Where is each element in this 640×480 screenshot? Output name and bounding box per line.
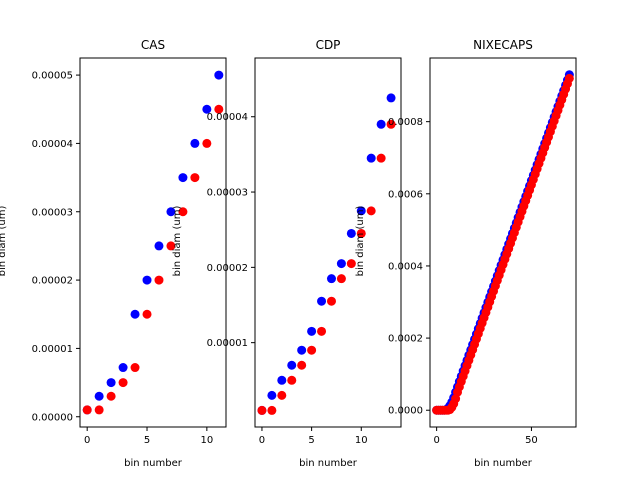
y-tick-label: 0.0008 xyxy=(388,117,423,128)
y-tick-label: 0.00003 xyxy=(32,207,73,218)
data-point-cdp-blue xyxy=(317,296,327,306)
ylabel-cdp: bin diam (um) xyxy=(172,206,183,277)
data-point-cas-red xyxy=(202,138,212,148)
data-point-cdp-blue xyxy=(307,326,317,336)
data-point-cas-blue xyxy=(166,207,176,217)
axes-frame-cas xyxy=(79,57,227,428)
x-tick-label: 50 xyxy=(525,435,538,446)
y-tick-label: 0.00004 xyxy=(207,112,248,123)
y-tick-label: 0.00002 xyxy=(207,263,248,274)
chart-title-cdp: CDP xyxy=(316,38,341,52)
data-point-cas-red xyxy=(214,104,224,114)
chart-title-cas: CAS xyxy=(141,38,165,52)
data-point-cdp-blue xyxy=(267,390,277,400)
data-point-cdp-red xyxy=(297,360,307,370)
data-point-cas-blue xyxy=(130,309,140,319)
data-point-cas-blue xyxy=(202,104,212,114)
data-point-cas-blue xyxy=(190,138,200,148)
data-point-cas-blue xyxy=(178,173,188,183)
data-point-cas-blue xyxy=(118,363,128,373)
y-tick-label: 0.0002 xyxy=(388,334,423,345)
data-point-cas-blue xyxy=(142,275,152,285)
data-point-cdp-blue xyxy=(366,153,376,163)
data-point-cdp-red xyxy=(277,390,287,400)
data-point-cdp-red xyxy=(326,296,336,306)
y-tick-label: 0.00003 xyxy=(207,188,248,199)
data-point-cdp-blue xyxy=(386,93,396,103)
data-point-cdp-blue xyxy=(346,228,356,238)
ylabel-cas: bin diam (um) xyxy=(0,206,8,277)
data-point-cas-red xyxy=(106,391,116,401)
data-point-cas-red xyxy=(118,378,128,388)
y-tick-label: 0.0006 xyxy=(388,189,423,200)
axes-frame-nixecaps xyxy=(429,57,577,428)
data-point-cdp-red xyxy=(287,375,297,385)
xlabel-nixecaps: bin number xyxy=(474,458,533,469)
data-point-cdp-red xyxy=(346,259,356,269)
data-point-cdp-red xyxy=(257,405,267,415)
data-point-cdp-red xyxy=(317,326,327,336)
x-tick-label: 5 xyxy=(308,435,314,446)
data-point-cas-blue xyxy=(214,70,224,80)
data-point-cdp-red xyxy=(376,153,386,163)
panel-cdp: CDP bin number bin diam (um) 0 5 10 0.00001… xyxy=(172,38,402,469)
data-point-cas-red xyxy=(190,173,200,183)
data-point-cdp-red xyxy=(267,405,277,415)
data-point-cas-blue xyxy=(154,241,164,251)
x-tick-label: 0 xyxy=(84,435,90,446)
data-point-cas-red xyxy=(94,405,104,415)
data-point-cdp-blue xyxy=(277,375,287,385)
x-tick-label: 0 xyxy=(433,435,439,446)
x-tick-label: 0 xyxy=(259,435,265,446)
panel-nixecaps: NIXECAPS bin number bin diam (um) 0 50 0.0… xyxy=(355,38,577,469)
data-point-cas-blue xyxy=(94,391,104,401)
data-point-cas-red xyxy=(154,275,164,285)
y-tick-label: 0.00000 xyxy=(32,412,73,423)
data-point-cdp-blue xyxy=(287,360,297,370)
data-point-cas-red xyxy=(130,363,140,373)
x-tick-label: 5 xyxy=(144,435,150,446)
y-tick-label: 0.00001 xyxy=(32,344,73,355)
axes-frame-cdp xyxy=(254,57,402,428)
y-tick-label: 0.00005 xyxy=(32,71,73,82)
data-point-cdp-blue xyxy=(336,259,346,269)
x-tick-label: 10 xyxy=(200,435,213,446)
data-point-cdp-red xyxy=(336,274,346,284)
data-point-cdp-red xyxy=(386,119,396,129)
data-point-cdp-blue xyxy=(326,274,336,284)
x-tick-label: 10 xyxy=(355,435,368,446)
data-point-nixecaps-red xyxy=(564,73,574,83)
data-point-cdp-red xyxy=(366,206,376,216)
xlabel-cas: bin number xyxy=(124,458,183,469)
data-point-cas-red xyxy=(178,207,188,217)
xlabel-cdp: bin number xyxy=(299,458,358,469)
y-tick-label: 0.0000 xyxy=(388,406,423,417)
data-point-cdp-blue xyxy=(356,206,366,216)
chart-title-nixecaps: NIXECAPS xyxy=(473,38,533,52)
y-tick-label: 0.0004 xyxy=(388,261,423,272)
data-point-cas-blue xyxy=(106,378,116,388)
panel-cas: CAS bin number bin diam (um) 0 5 10 0.00000… xyxy=(0,38,227,469)
data-point-cdp-red xyxy=(307,345,317,355)
data-point-cdp-blue xyxy=(376,119,386,129)
ylabel-nixecaps: bin diam (um) xyxy=(355,206,366,277)
data-point-cas-red xyxy=(82,405,92,415)
data-point-cdp-red xyxy=(356,228,366,238)
data-point-cdp-blue xyxy=(297,345,307,355)
data-point-cas-red xyxy=(142,309,152,319)
y-tick-label: 0.00002 xyxy=(32,276,73,287)
y-tick-label: 0.00001 xyxy=(207,338,248,349)
y-tick-label: 0.00004 xyxy=(32,139,73,150)
data-point-cas-red xyxy=(166,241,176,251)
